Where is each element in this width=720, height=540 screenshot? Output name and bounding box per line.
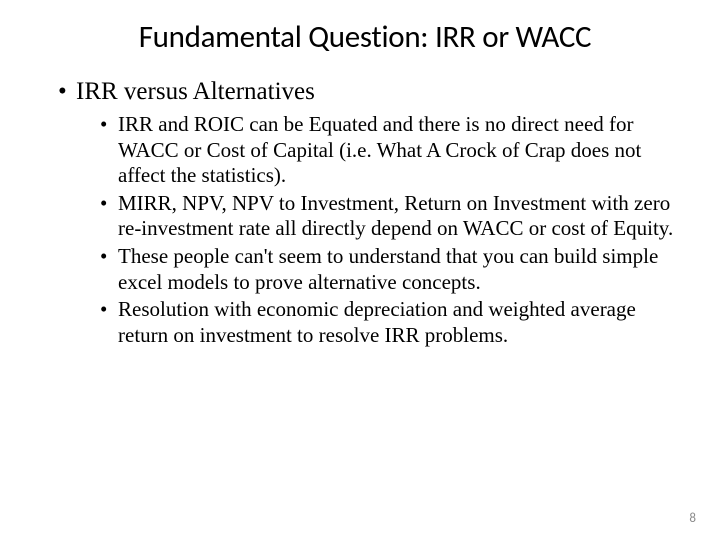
- level2-list: IRR and ROIC can be Equated and there is…: [76, 112, 680, 348]
- list-item: These people can't seem to understand th…: [100, 244, 680, 295]
- slide-title: Fundamental Question: IRR or WACC: [50, 18, 680, 56]
- list-item: MIRR, NPV, NPV to Investment, Return on …: [100, 191, 680, 242]
- slide-container: Fundamental Question: IRR or WACC IRR ve…: [0, 0, 720, 540]
- list-item: IRR versus Alternatives IRR and ROIC can…: [58, 78, 680, 348]
- level1-heading: IRR versus Alternatives: [76, 78, 315, 105]
- list-item: Resolution with economic depreciation an…: [100, 297, 680, 348]
- page-number: 8: [689, 511, 696, 526]
- list-item: IRR and ROIC can be Equated and there is…: [100, 112, 680, 189]
- level1-list: IRR versus Alternatives IRR and ROIC can…: [50, 78, 680, 348]
